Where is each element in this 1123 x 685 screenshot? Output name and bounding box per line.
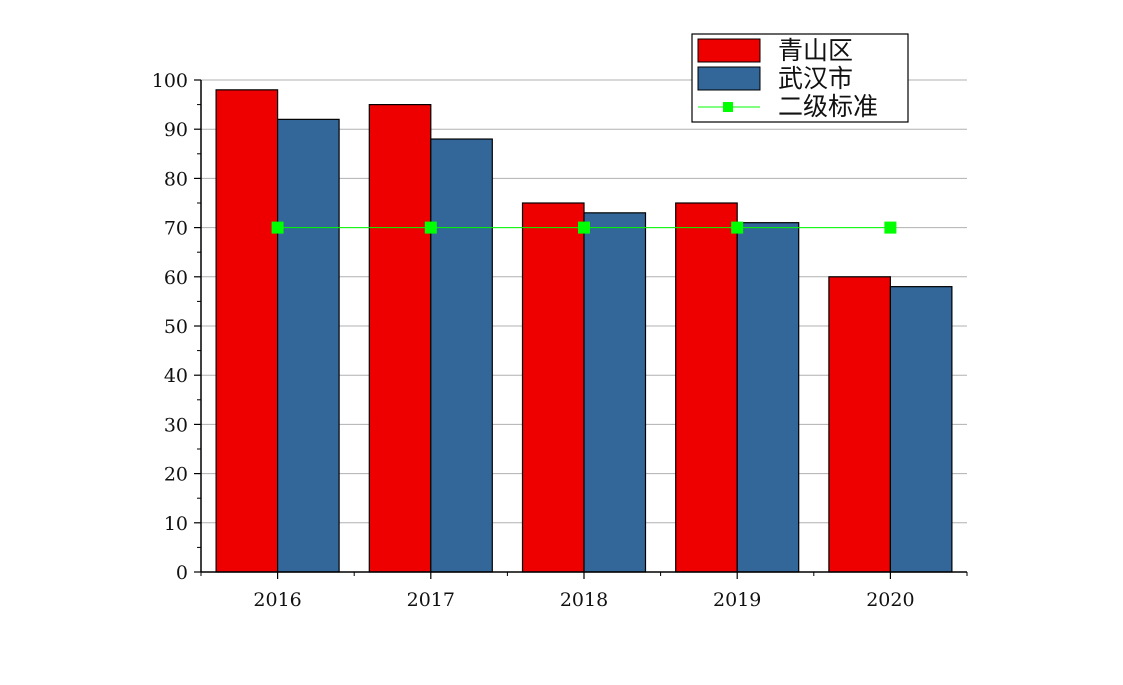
bar-wuhan [277,118,340,573]
bar-wuhan [736,222,800,573]
bar-qingshan [828,276,892,573]
bar-qingshan [215,89,279,573]
y-tick-label: 10 [164,513,188,535]
standard-line [271,221,897,234]
x-tick-label: 2018 [560,589,608,611]
y-tick-label: 50 [164,316,188,338]
legend: 青山区 武汉市 二级标准 [691,33,909,123]
y-tick-label: 70 [164,218,188,240]
y-ticks: 0 10 20 30 40 50 60 70 80 90 100 [152,70,201,584]
bar-qingshan [521,202,585,573]
legend-label-qingshan: 青山区 [778,36,853,65]
x-tick-label: 2019 [713,589,761,611]
y-tick-label: 0 [176,562,188,584]
y-tick-label: 80 [164,168,188,190]
legend-swatch-wuhan [697,66,761,91]
bar-qingshan [675,202,738,573]
bars [215,89,953,573]
y-tick-label: 100 [152,70,188,92]
legend-swatch-standard-marker [723,102,733,112]
y-tick-label: 40 [164,365,188,387]
y-tick-label: 60 [164,267,188,289]
standard-marker [578,221,590,234]
standard-marker [731,221,744,234]
y-tick-label: 30 [164,414,188,436]
bar-wuhan [430,138,493,573]
bar-qingshan [368,103,432,573]
x-tick-label: 2016 [253,589,301,611]
y-tick-label: 20 [164,464,188,486]
legend-label-standard: 二级标准 [778,92,878,121]
x-ticks: 2016 2017 2018 2019 2020 [200,572,968,611]
bar-wuhan [583,212,647,573]
standard-marker [884,221,897,234]
bar-wuhan [889,286,953,573]
standard-marker [271,221,284,234]
legend-label-wuhan: 武汉市 [778,64,853,93]
x-tick-label: 2020 [866,589,914,611]
legend-swatch-qingshan [697,38,761,63]
y-tick-label: 90 [164,119,188,141]
standard-marker [424,221,437,234]
x-tick-label: 2017 [407,589,455,611]
